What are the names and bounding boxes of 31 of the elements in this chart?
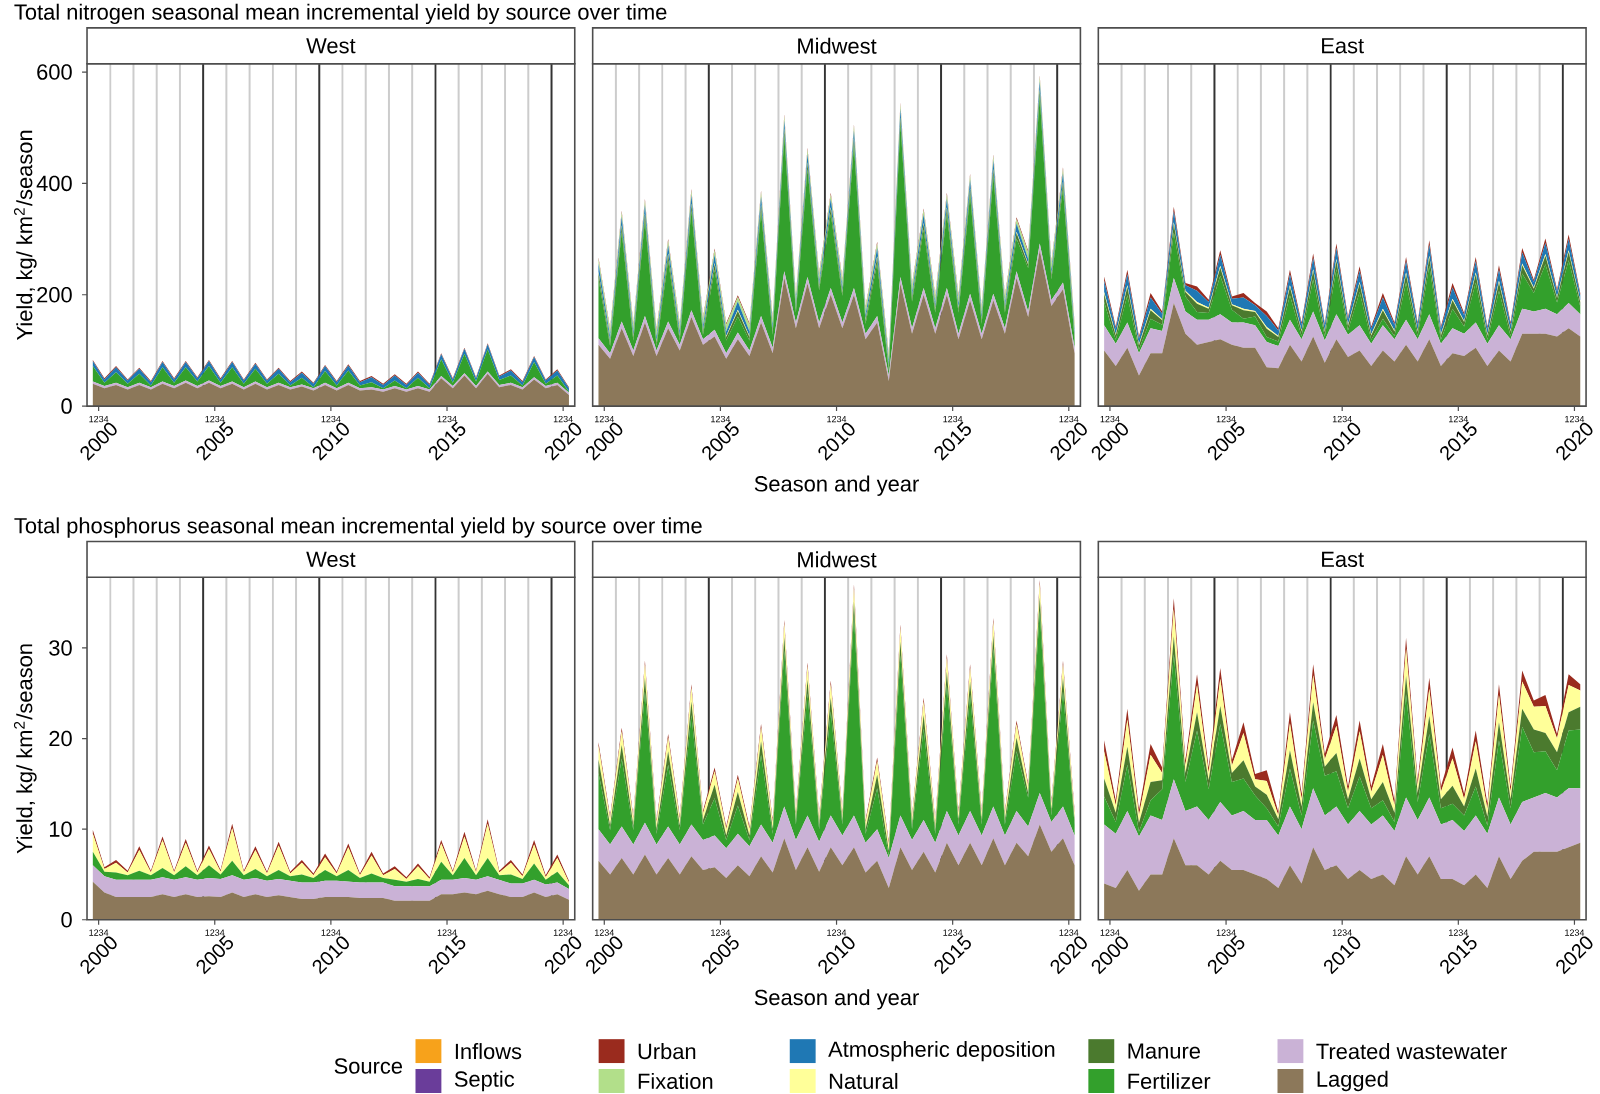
legend-label: Urban bbox=[638, 1042, 696, 1059]
legend-label: Lagged bbox=[1317, 1070, 1388, 1091]
y-axis-title: Yield, kg/ km$^{2}$/season bbox=[13, 643, 37, 854]
chart-subtitle: West bbox=[306, 37, 356, 53]
legend-label: Septic bbox=[454, 1070, 515, 1091]
y-tick-label: 10 bbox=[49, 820, 72, 837]
chart-subtitle: West bbox=[306, 551, 356, 567]
y-tick-label: 0 bbox=[61, 397, 72, 414]
chart-subtitle: East bbox=[1322, 37, 1364, 53]
legend-label: Inflows bbox=[455, 1042, 522, 1059]
x-axis-title: Season and year bbox=[754, 475, 919, 496]
y-tick-label: 200 bbox=[37, 286, 72, 303]
legend-label: Fixation bbox=[638, 1072, 713, 1089]
y-tick-label: 30 bbox=[49, 639, 72, 656]
legend-label: Treated wastewater bbox=[1316, 1042, 1507, 1059]
legend-title: Source bbox=[334, 1057, 403, 1074]
y-tick-label: 20 bbox=[49, 730, 72, 746]
x-axis-title: Season and year bbox=[754, 988, 919, 1010]
chart-title: Total phosphorus seasonal mean incremental yield by source over time bbox=[14, 516, 702, 538]
chart-subtitle: East bbox=[1322, 551, 1364, 567]
y-tick-label: 400 bbox=[36, 175, 72, 191]
chart-subtitle: Midwest bbox=[798, 550, 877, 567]
y-tick-label: 0 bbox=[61, 911, 72, 928]
legend-label: Natural bbox=[829, 1072, 898, 1089]
y-tick-label: 600 bbox=[37, 63, 72, 80]
y-axis-title: Yield, kg/ km$^{2}$/season bbox=[13, 130, 37, 340]
legend-label: Fertilizer bbox=[1128, 1072, 1211, 1089]
chart-subtitle: Midwest bbox=[798, 37, 877, 54]
legend-label: Atmospheric deposition bbox=[828, 1040, 1055, 1061]
legend-label: Manure bbox=[1128, 1043, 1200, 1059]
chart-title: Total nitrogen seasonal mean incremental yield by source over time bbox=[14, 3, 667, 24]
